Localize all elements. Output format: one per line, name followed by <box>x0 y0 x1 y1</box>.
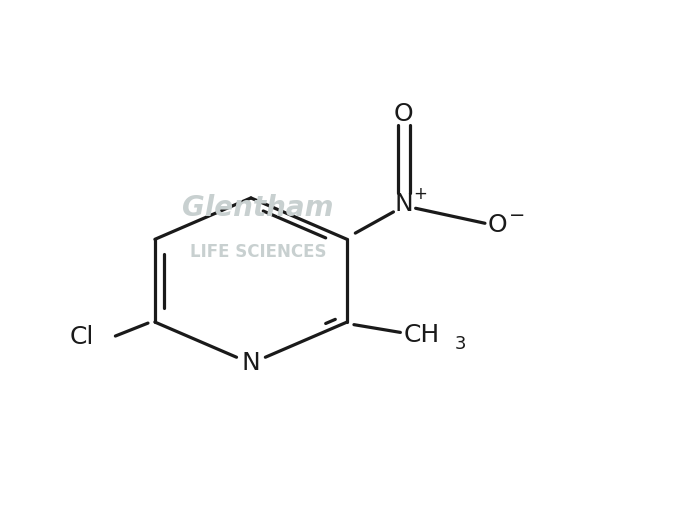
Text: O: O <box>394 101 413 126</box>
Text: N: N <box>395 192 413 216</box>
Text: +: + <box>413 185 427 203</box>
Text: Cl: Cl <box>70 324 94 348</box>
Text: LIFE SCIENCES: LIFE SCIENCES <box>189 243 326 261</box>
Text: N: N <box>242 352 260 375</box>
Text: −: − <box>509 206 525 225</box>
Text: O: O <box>488 213 507 237</box>
Text: 3: 3 <box>454 335 466 353</box>
Text: Glentham: Glentham <box>182 194 333 222</box>
Text: CH: CH <box>404 323 440 347</box>
